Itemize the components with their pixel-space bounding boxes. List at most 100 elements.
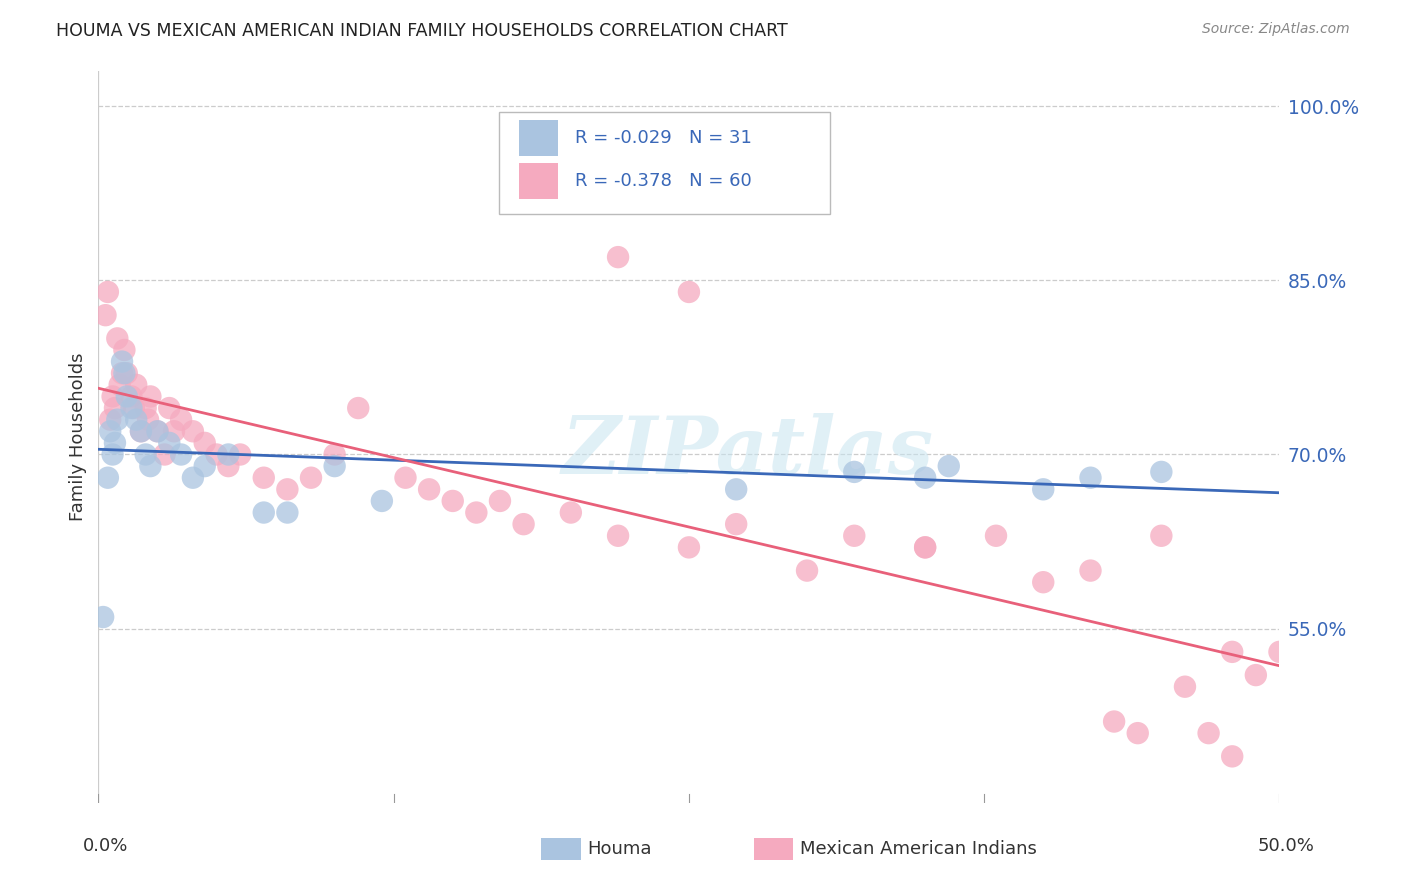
Point — [121, 389, 143, 403]
Point — [115, 366, 138, 380]
Point — [323, 448, 346, 462]
Point — [122, 401, 145, 415]
Point — [276, 506, 298, 520]
Point — [97, 285, 120, 299]
Point — [299, 471, 322, 485]
Point — [844, 529, 866, 543]
Point — [394, 471, 416, 485]
Point — [796, 564, 818, 578]
Point — [101, 389, 124, 403]
Point — [229, 448, 252, 462]
Point — [135, 448, 157, 462]
Point — [323, 459, 346, 474]
Point — [125, 412, 148, 426]
Point — [253, 471, 276, 485]
Point — [347, 401, 370, 415]
Point — [607, 250, 630, 264]
Point — [678, 541, 700, 555]
Point — [111, 366, 134, 380]
Point — [125, 377, 148, 392]
Point — [1102, 714, 1125, 729]
Point — [98, 424, 121, 438]
Point — [181, 471, 204, 485]
Point — [101, 448, 124, 462]
Point — [1032, 575, 1054, 590]
Point — [441, 494, 464, 508]
Point — [1032, 483, 1054, 497]
Point — [146, 424, 169, 438]
Point — [135, 401, 157, 415]
Point — [984, 529, 1007, 543]
Point — [153, 448, 176, 462]
Point — [104, 401, 127, 415]
Point — [1150, 465, 1173, 479]
Point — [914, 541, 936, 555]
Point — [136, 412, 159, 426]
Point — [170, 448, 193, 462]
Point — [108, 377, 131, 392]
Point — [1080, 564, 1102, 578]
Point — [1220, 645, 1243, 659]
Point — [938, 459, 960, 474]
Point — [105, 412, 128, 426]
Point — [489, 494, 512, 508]
Point — [418, 483, 440, 497]
Text: 0.0%: 0.0% — [83, 837, 128, 855]
Point — [217, 448, 239, 462]
Text: Mexican American Indians: Mexican American Indians — [800, 840, 1036, 858]
Point — [725, 517, 748, 532]
Point — [678, 285, 700, 299]
Text: R = -0.029   N = 31: R = -0.029 N = 31 — [575, 129, 752, 147]
Point — [1126, 726, 1149, 740]
Point — [1220, 749, 1243, 764]
Point — [1244, 668, 1267, 682]
Point — [914, 471, 936, 485]
Point — [1080, 471, 1102, 485]
Point — [129, 424, 152, 438]
Y-axis label: Family Households: Family Households — [69, 353, 87, 521]
Point — [194, 459, 217, 474]
Point — [104, 436, 127, 450]
Point — [139, 459, 162, 474]
Point — [181, 424, 204, 438]
Point — [844, 465, 866, 479]
Point — [112, 343, 135, 357]
Point — [97, 471, 120, 485]
Point — [607, 529, 630, 543]
Point — [111, 354, 134, 368]
Point — [146, 424, 169, 438]
Point — [1198, 726, 1220, 740]
Point — [157, 401, 180, 415]
Point — [194, 436, 217, 450]
Point — [157, 436, 180, 450]
Text: Houma: Houma — [588, 840, 652, 858]
Point — [725, 483, 748, 497]
Text: 50.0%: 50.0% — [1258, 837, 1315, 855]
Point — [94, 308, 117, 322]
Point — [276, 483, 298, 497]
Point — [129, 424, 152, 438]
Point — [205, 448, 228, 462]
Point — [112, 366, 135, 380]
Point — [465, 506, 488, 520]
Point — [914, 541, 936, 555]
Point — [91, 610, 114, 624]
Point — [253, 506, 276, 520]
Point — [1150, 529, 1173, 543]
Point — [1174, 680, 1197, 694]
Point — [371, 494, 394, 508]
Point — [121, 401, 143, 415]
Point — [163, 424, 186, 438]
Point — [560, 506, 582, 520]
Text: Source: ZipAtlas.com: Source: ZipAtlas.com — [1202, 22, 1350, 37]
Point — [139, 389, 162, 403]
Point — [217, 459, 239, 474]
Point — [98, 412, 121, 426]
Point — [115, 389, 138, 403]
Text: HOUMA VS MEXICAN AMERICAN INDIAN FAMILY HOUSEHOLDS CORRELATION CHART: HOUMA VS MEXICAN AMERICAN INDIAN FAMILY … — [56, 22, 787, 40]
Text: ZIPatlas: ZIPatlas — [562, 413, 934, 491]
Point — [512, 517, 534, 532]
Point — [1268, 645, 1291, 659]
Text: R = -0.378   N = 60: R = -0.378 N = 60 — [575, 172, 752, 190]
Point — [105, 331, 128, 345]
